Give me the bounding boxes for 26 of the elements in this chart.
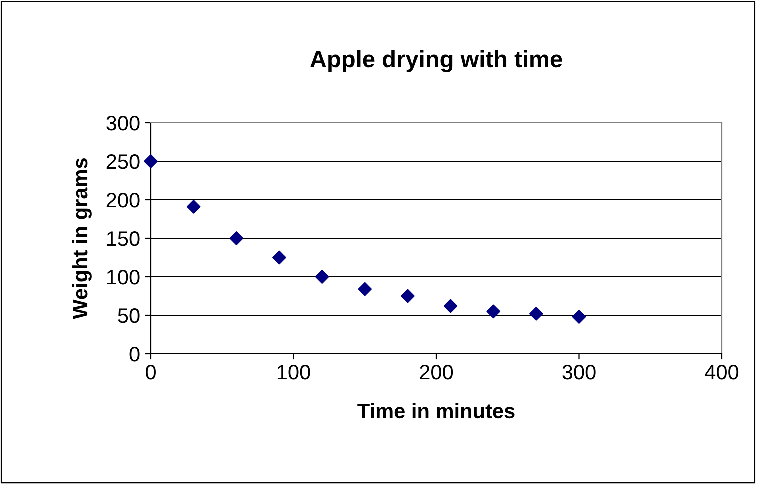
- point: [572, 310, 586, 324]
- y-tick-label: 0: [130, 347, 140, 362]
- y-tick-label: 100: [107, 270, 140, 285]
- point: [186, 200, 201, 214]
- point: [444, 299, 458, 314]
- y-tick-label: 250: [106, 154, 140, 170]
- point: [272, 250, 286, 265]
- chart-title: Apple drying with time: [310, 50, 562, 72]
- y-tick-label: 200: [106, 193, 140, 208]
- x-tick-label: 200: [420, 364, 454, 380]
- x-axis-title: Time in minutes: [358, 403, 515, 419]
- point: [358, 282, 372, 296]
- x-tick-label: 0: [146, 364, 156, 380]
- point: [315, 270, 330, 284]
- y-axis-title: Weight in grams: [72, 158, 92, 320]
- y-tick-label: 150: [107, 232, 140, 246]
- x-tick-label: 400: [705, 364, 739, 380]
- y-tick-label: 300: [106, 116, 140, 131]
- y-tick-label: 50: [118, 308, 140, 324]
- point: [486, 304, 501, 319]
- x-tick-label: 100: [278, 364, 310, 380]
- point: [230, 232, 244, 246]
- point: [144, 154, 158, 168]
- point: [401, 289, 415, 304]
- x-tick-label: 300: [562, 364, 596, 380]
- point: [530, 307, 544, 321]
